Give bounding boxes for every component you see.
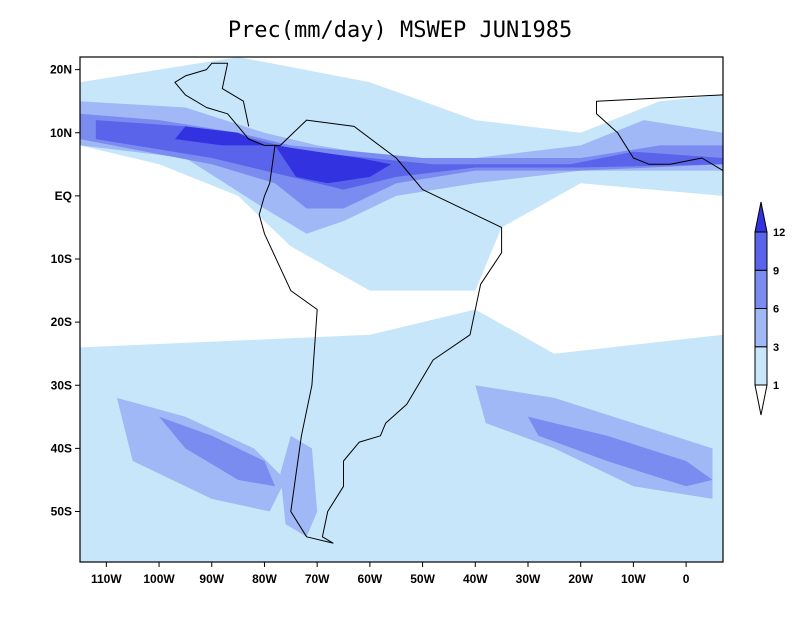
y-tick-label: 20N [50, 63, 72, 77]
plot-area [79, 56, 724, 563]
x-tick-label: 50W [410, 572, 435, 586]
colorbar-upper-arrow [754, 201, 768, 233]
x-tick-label: 40W [463, 572, 488, 586]
colorbar-label: 9 [773, 265, 779, 277]
x-tick-label: 60W [358, 572, 383, 586]
colorbar-legend: 1 3 6 9 12 [754, 201, 785, 416]
map-title: Prec(mm/day) MSWEP JUN1985 [227, 18, 573, 43]
precip-region-11 [275, 145, 391, 184]
africa-outline [596, 94, 723, 172]
precipitation-layer [80, 57, 723, 562]
x-tick-label: 0 [683, 572, 690, 586]
colorbar-label: 3 [773, 342, 779, 354]
x-axis: 110W 100W 90W 80W 70W 60W 50W 40W 30W 20W 10W 0 [91, 562, 690, 586]
y-axis: 20N 10N EQ 10S 20S 30S 40S 50S [50, 63, 80, 519]
colorbar-label: 6 [773, 304, 779, 316]
central-america-outline [174, 62, 281, 146]
colorbar-label: 12 [773, 227, 785, 239]
y-tick-label: 10N [50, 126, 72, 140]
y-tick-label: 50S [51, 505, 72, 519]
precip-region-6 [280, 435, 318, 537]
x-tick-label: 70W [305, 572, 330, 586]
y-tick-label: 20S [51, 315, 72, 329]
precip-region-8 [159, 416, 275, 487]
colorbar-label: 1 [773, 380, 779, 392]
y-tick-label: EQ [55, 189, 72, 203]
south-america-outline [258, 119, 503, 544]
x-tick-label: 30W [516, 572, 541, 586]
x-tick-label: 80W [252, 572, 277, 586]
y-tick-label: 30S [51, 378, 72, 392]
plot-frame [79, 56, 724, 563]
precip-region-9 [528, 416, 713, 487]
x-tick-label: 20W [568, 572, 593, 586]
land-outline-layer [174, 62, 723, 544]
x-tick-label: 100W [143, 572, 175, 586]
x-tick-label: 110W [91, 572, 122, 586]
y-tick-label: 10S [51, 252, 72, 266]
colorbar-segment-2 [754, 308, 768, 348]
colorbar-segment-3 [754, 269, 768, 309]
x-tick-label: 10W [621, 572, 646, 586]
colorbar-lower-arrow [754, 384, 768, 416]
y-tick-label: 40S [51, 441, 72, 455]
precip-region-10 [95, 120, 723, 190]
precip-region-12 [174, 126, 265, 146]
colorbar-segment-4 [754, 231, 768, 271]
x-tick-label: 90W [199, 572, 224, 586]
colorbar-segment-1 [754, 346, 768, 386]
